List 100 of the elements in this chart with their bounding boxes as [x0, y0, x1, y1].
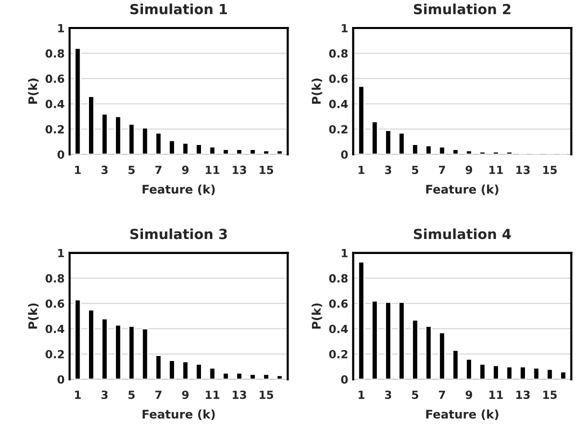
- bar: [236, 148, 243, 154]
- bar: [249, 148, 256, 154]
- x-tick-label: 15: [543, 390, 557, 399]
- y-tick-label: 0.4: [329, 324, 348, 334]
- bar: [384, 302, 392, 380]
- y-tick-label: 0.6: [46, 299, 64, 308]
- bar: [195, 363, 202, 380]
- bar: [222, 148, 230, 154]
- bar: [249, 374, 256, 380]
- bar: [208, 146, 216, 154]
- bar: [452, 148, 460, 154]
- y-tick-label: 0.8: [329, 274, 348, 283]
- y-tick-label: 0.4: [46, 324, 64, 334]
- y-tick-label: 0.2: [46, 350, 64, 358]
- x-tick-label: 13: [516, 390, 530, 399]
- x-tick-label: 15: [260, 390, 274, 399]
- y-tick-label: 0.4: [46, 100, 64, 108]
- y-tick-label: 0.2: [46, 125, 64, 134]
- bar: [371, 120, 378, 154]
- x-tick-label: 13: [516, 166, 530, 174]
- y-tick-label: 0.8: [46, 49, 64, 58]
- bar: [465, 358, 472, 380]
- x-tick-label: 1: [75, 166, 81, 174]
- x-tick-label: 15: [260, 166, 274, 174]
- bar: [128, 123, 136, 154]
- bar: [425, 326, 432, 380]
- x-tick-label: 7: [155, 166, 162, 174]
- bar: [101, 318, 108, 380]
- bar: [262, 374, 270, 380]
- y-tick-label: 0.6: [329, 74, 348, 83]
- x-tick-label: 1: [358, 166, 364, 174]
- y-tick-label: 1: [342, 249, 348, 258]
- x-tick-label: 13: [232, 166, 246, 174]
- x-tick-label: 1: [358, 390, 364, 399]
- bar: [398, 132, 406, 154]
- bar: [74, 298, 82, 380]
- bar: [208, 367, 216, 380]
- bar: [141, 328, 149, 380]
- bar: [519, 366, 526, 380]
- y-tick-label: 0: [58, 150, 64, 159]
- x-tick-label: 7: [155, 390, 162, 399]
- bar: [222, 372, 230, 380]
- x-tick-label: 5: [412, 166, 418, 174]
- bar: [358, 85, 365, 154]
- bar: [384, 130, 392, 154]
- x-tick-label: 3: [101, 390, 108, 399]
- bar: [452, 350, 460, 380]
- bar: [465, 150, 472, 154]
- bar: [492, 364, 500, 380]
- y-axis-title: P(k): [312, 78, 322, 104]
- bar: [114, 116, 122, 154]
- y-tick-label: 1: [58, 249, 64, 258]
- x-axis-title: Feature (k): [426, 184, 498, 196]
- bar: [532, 367, 540, 380]
- x-tick-label: 5: [128, 390, 135, 399]
- y-tick-label: 0.8: [46, 274, 64, 283]
- y-tick-label: 1: [342, 24, 348, 32]
- bar: [560, 371, 567, 380]
- x-tick-label: 9: [182, 166, 189, 174]
- y-tick-label: 0.4: [329, 100, 348, 108]
- bar: [276, 150, 284, 154]
- bar: [236, 372, 243, 380]
- bar: [128, 326, 136, 380]
- bar: [438, 332, 446, 380]
- y-axis-title: P(k): [28, 303, 39, 329]
- y-axis-title: P(k): [28, 78, 39, 104]
- chart-title: Simulation 4: [414, 228, 511, 240]
- x-tick-label: 11: [206, 166, 220, 174]
- bar: [154, 132, 162, 154]
- x-tick-label: 15: [543, 166, 557, 174]
- y-tick-label: 0.2: [329, 125, 348, 134]
- y-tick-label: 0: [58, 375, 64, 384]
- bar: [88, 96, 95, 154]
- bar: [358, 261, 365, 380]
- x-tick-label: 9: [466, 390, 472, 399]
- y-tick-label: 0.2: [329, 350, 348, 358]
- y-tick-label: 0.6: [46, 74, 64, 83]
- bar: [506, 366, 513, 380]
- x-tick-label: 3: [385, 390, 392, 399]
- x-tick-label: 11: [489, 390, 503, 399]
- bar: [262, 150, 270, 154]
- y-tick-label: 0.6: [329, 299, 348, 308]
- x-tick-label: 11: [489, 166, 503, 174]
- bar: [182, 360, 189, 380]
- chart-title: Simulation 1: [130, 4, 228, 14]
- bar: [438, 146, 446, 154]
- x-tick-label: 7: [438, 166, 446, 174]
- x-tick-label: 9: [466, 166, 472, 174]
- chart-title: Simulation 2: [414, 4, 510, 14]
- x-axis-title: Feature (k): [142, 409, 215, 420]
- x-axis-title: Feature (k): [426, 409, 498, 420]
- bar: [88, 309, 95, 380]
- x-tick-label: 9: [182, 390, 189, 399]
- bar: [478, 363, 486, 380]
- y-axis-title: P(k): [312, 303, 322, 329]
- bar: [154, 354, 162, 380]
- bar: [506, 151, 513, 154]
- bar: [182, 142, 189, 154]
- x-tick-label: 5: [412, 390, 418, 399]
- bar: [492, 151, 500, 154]
